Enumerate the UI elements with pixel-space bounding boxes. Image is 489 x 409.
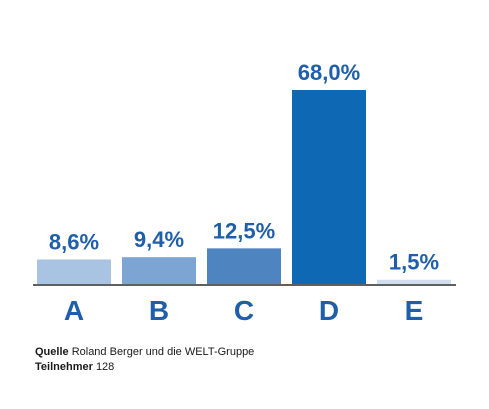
category-labels: A B C D E xyxy=(64,295,423,326)
bar-d xyxy=(292,90,366,284)
value-labels: 8,6% 9,4% 12,5% 68,0% 1,5% xyxy=(49,60,439,275)
participants-value: 128 xyxy=(95,361,115,373)
value-label-e: 1,5% xyxy=(389,250,439,275)
source-text: Roland Berger und die WELT-Gruppe xyxy=(71,346,255,358)
source-label: Quelle xyxy=(35,346,69,358)
value-label-b: 9,4% xyxy=(134,227,184,252)
bar-e xyxy=(377,279,451,284)
category-label-c: C xyxy=(234,295,254,326)
category-label-b: B xyxy=(149,295,169,326)
bars xyxy=(37,90,451,284)
participants-label: Teilnehmer xyxy=(35,361,93,373)
participants-note: Teilnehmer 128 xyxy=(35,360,114,374)
category-label-d: D xyxy=(319,295,339,326)
category-label-a: A xyxy=(64,295,84,326)
category-label-e: E xyxy=(405,295,424,326)
value-label-c: 12,5% xyxy=(213,218,275,243)
bar-c xyxy=(207,248,281,284)
source-note: Quelle Roland Berger und die WELT-Gruppe xyxy=(35,345,254,359)
value-label-d: 68,0% xyxy=(298,60,360,85)
value-label-a: 8,6% xyxy=(49,229,99,254)
bar-a xyxy=(37,259,111,284)
bar-b xyxy=(122,257,196,284)
